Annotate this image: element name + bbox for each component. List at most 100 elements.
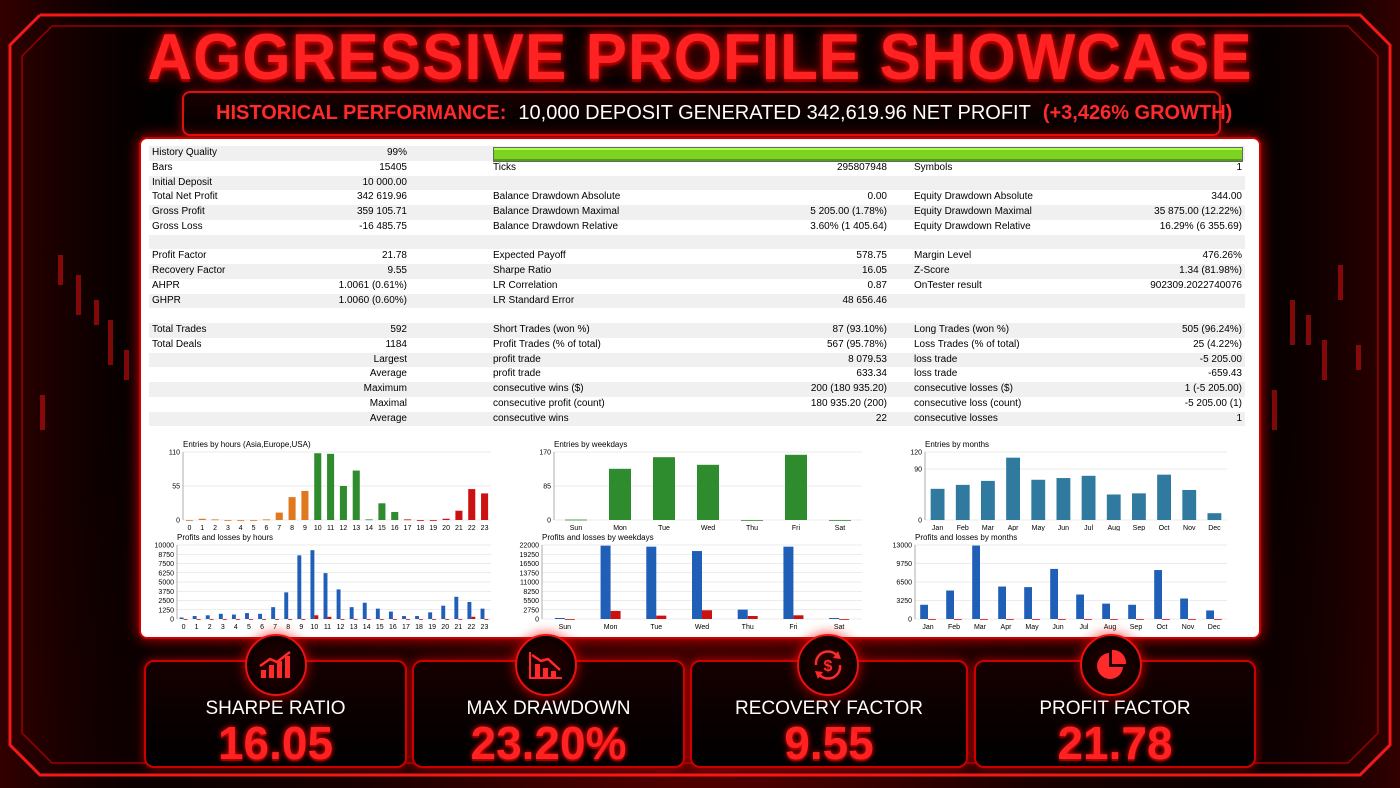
chart-bar: [404, 519, 412, 521]
profits-losses-by-months-chart: Profits and losses by months 0 3250 6500 975…: [885, 531, 1235, 631]
report-value: Largest: [373, 353, 407, 365]
profit-bar: [441, 605, 446, 619]
chart-bar: [224, 520, 232, 521]
y-tick-label: 5000: [158, 580, 174, 587]
chart-bar: [1131, 493, 1146, 520]
x-tick-label: Jul: [1084, 525, 1093, 532]
report-value: 200 (180 935.20): [810, 383, 887, 394]
report-row-bars: Bars 15405 Ticks 295807948 Symbols 1: [149, 161, 1245, 176]
loss-bar: [379, 619, 384, 620]
report-label: Gross Profit: [152, 206, 205, 217]
report-label: Margin Level: [914, 250, 972, 262]
x-tick-label: 1: [200, 525, 204, 532]
report-label: loss trade: [914, 353, 958, 365]
loss-bar: [1188, 619, 1196, 620]
profit-bar: [946, 590, 954, 619]
chart-svg: Entries by weekdays 0 85 170 Sun Mon Tue Wed Thu…: [539, 440, 862, 532]
report-row-gross-loss: Gross Loss -16 485.75 Balance Drawdown Rel…: [149, 220, 1245, 235]
y-tick-label: 11000: [520, 580, 539, 587]
profit-bar: [1050, 568, 1058, 619]
dollar-recovery-icon: $: [814, 650, 842, 680]
report-value: 9.55: [387, 265, 407, 276]
x-tick-label: 11: [324, 624, 331, 631]
profit-bar: [284, 592, 289, 619]
report-value: 633.34: [856, 368, 887, 380]
report-value: 592: [390, 324, 407, 335]
report-row-ahpr: AHPR 1.0061 (0.61%) LR Correlation 0.87 OnTe…: [149, 279, 1245, 294]
x-tick-label: 8: [290, 525, 294, 532]
x-tick-label: Thu: [742, 624, 754, 631]
chart-title: Profits and losses by weekdays: [542, 533, 654, 542]
x-tick-label: 13: [350, 624, 358, 631]
report-label: consecutive wins ($): [493, 383, 584, 394]
report-label: AHPR: [152, 279, 180, 291]
profit-bar: [402, 616, 406, 619]
x-tick-label: 4: [234, 624, 238, 631]
metric-card-profit-factor: PROFIT FACTOR 21.78: [974, 660, 1256, 769]
chart-bar: [237, 520, 245, 521]
report-value: Maximum: [363, 383, 407, 394]
report-value: Average: [369, 368, 407, 380]
x-tick-label: May: [1032, 525, 1046, 532]
report-label: Bars: [152, 161, 173, 173]
x-tick-label: 5: [247, 624, 251, 631]
metric-value: 21.78: [1057, 717, 1173, 769]
x-tick-label: Jan: [932, 525, 943, 532]
profit-bar: [245, 613, 249, 619]
y-tick-label: 0: [918, 518, 922, 525]
profit-bar: [920, 604, 928, 619]
x-tick-label: 20: [442, 525, 450, 532]
profit-bar: [336, 589, 341, 619]
profits-losses-by-weekdays-chart: Profits and losses by weekdays 0 2750 5500 8…: [512, 531, 870, 631]
report-value: 48 656.46: [842, 294, 888, 306]
x-tick-label: 9: [299, 624, 303, 631]
report-label: Profit Trades (% of total): [493, 338, 601, 350]
y-tick-label: 0: [176, 518, 180, 525]
backtest-report-panel: History Quality 99% Bars 15405 Ticks 29580794…: [139, 137, 1261, 639]
chart-svg: Entries by months 0 90 120 Jan Feb Mar Apr May Ju…: [910, 440, 1227, 532]
x-tick-label: Aug: [1104, 624, 1117, 631]
report-value: 35 875.00 (12.22%): [1154, 206, 1242, 217]
report-row-spacer: [149, 234, 1245, 250]
profit-bar: [554, 617, 565, 619]
report-label: Recovery Factor: [152, 265, 226, 276]
x-tick-label: Nov: [1183, 525, 1196, 532]
chart-bar: [1106, 494, 1121, 520]
y-tick-label: 2500: [158, 598, 174, 605]
x-tick-label: 7: [273, 624, 277, 631]
y-tick-label: 120: [910, 450, 922, 457]
chart-bar: [429, 520, 437, 521]
report-row-average-consecutive: Average consecutive wins 22 consecutive los…: [149, 411, 1245, 427]
x-tick-label: Oct: [1159, 525, 1170, 532]
chart-bar: [1207, 513, 1222, 520]
x-tick-label: Mon: [604, 624, 618, 631]
loss-bar: [405, 619, 410, 620]
x-tick-label: 9: [303, 525, 307, 532]
profit-bar: [349, 607, 354, 619]
report-row-gross-profit: Gross Profit 359 105.71 Balance Drawdown M…: [149, 205, 1245, 220]
y-tick-label: 85: [543, 484, 551, 491]
report-label: consecutive losses ($): [914, 383, 1013, 394]
report-label: Balance Drawdown Relative: [493, 220, 619, 232]
profit-bar: [737, 609, 748, 619]
report-value: -5 205.00: [1199, 353, 1242, 365]
x-tick-label: Jun: [1058, 525, 1069, 532]
profit-bar: [998, 586, 1006, 619]
chart-bar: [391, 511, 399, 520]
chart-bar: [1006, 457, 1021, 520]
report-label: Z-Score: [914, 265, 950, 276]
report-value: 1: [1236, 161, 1242, 173]
x-tick-label: 8: [286, 624, 290, 631]
report-label: Balance Drawdown Maximal: [493, 206, 620, 217]
report-value: 3.60% (1 405.64): [810, 220, 887, 232]
x-tick-label: Apr: [1008, 525, 1020, 532]
x-tick-label: Dec: [1208, 624, 1221, 631]
y-tick-label: 19250: [520, 552, 540, 559]
chart-bar: [198, 518, 206, 520]
x-tick-label: 12: [337, 624, 345, 631]
chart-bar: [455, 510, 463, 520]
profit-bar: [258, 613, 263, 619]
report-label: OnTester result: [914, 279, 982, 291]
entries-by-weekdays-chart: Entries by weekdays 0 85 170 Sun Mon Tue Wed Thu…: [524, 438, 870, 532]
report-row-total-trades: Total Trades 592 Short Trades (won %) 87 (9…: [149, 323, 1245, 338]
